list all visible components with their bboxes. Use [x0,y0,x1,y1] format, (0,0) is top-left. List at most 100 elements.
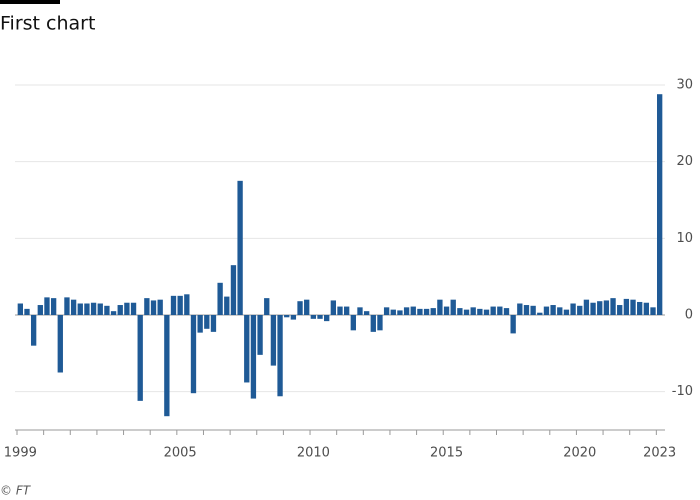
bar [30,315,37,346]
bar [237,180,243,315]
bar [510,315,516,334]
bar [363,311,370,315]
chart-title: First chart [0,13,95,35]
bar [530,305,536,315]
bar [117,305,123,315]
bar [470,307,476,315]
bar [324,315,330,322]
bar [397,310,403,315]
y-tick-label: 20 [676,154,693,169]
bar [97,303,103,315]
bar [150,300,157,315]
bar [517,303,523,315]
y-tick-label: -10 [672,384,693,399]
bar [503,308,510,315]
bar [490,306,496,315]
bar [483,309,490,315]
bar [370,315,376,332]
bar [343,306,350,315]
bar [157,299,163,315]
bar [310,315,317,319]
bar [50,298,57,315]
bar [570,303,576,315]
bar [17,303,23,315]
bar [377,315,383,331]
bar [550,305,556,315]
x-tick-label: 2010 [297,446,330,461]
bar [204,315,210,329]
bar [24,308,30,315]
bar [77,303,83,315]
bar [37,305,43,315]
bar [463,309,470,315]
bar [270,315,277,366]
bar [610,298,616,315]
bar [537,312,543,315]
bar [383,307,390,315]
bar [210,315,217,332]
bar [337,306,343,315]
y-tick-label: 0 [685,308,693,323]
source: © FT [0,484,32,498]
bar [630,299,636,315]
bar [623,298,630,315]
bar [197,315,203,333]
bar [423,308,430,315]
bar [264,298,270,315]
bar [650,307,656,315]
bar [443,306,450,315]
bar [477,308,483,315]
bar [523,305,530,315]
bar [110,311,117,315]
x-tick-label: 1999 [4,446,37,461]
x-tick-label: 2015 [430,446,463,461]
bar [277,315,283,397]
bar [390,309,396,315]
bar [257,315,263,355]
bar [643,302,650,315]
y-tick-label: 10 [676,231,693,246]
bar [617,305,623,315]
bar [563,309,570,315]
bar [450,299,456,315]
bar [437,299,443,315]
bar [590,302,596,315]
bar [130,302,137,315]
bar [104,305,110,315]
bar [457,308,463,315]
bar [144,298,150,315]
bar [657,94,663,315]
bar [577,305,583,315]
bar [177,295,183,315]
bar [430,308,436,315]
bar [170,295,177,315]
x-tick-label: 2023 [643,446,676,461]
bar [244,315,250,383]
bar [284,315,290,318]
bar [410,306,416,315]
bar [190,315,197,394]
bar [124,302,130,315]
x-tick-label: 2020 [563,446,596,461]
bar [217,282,223,315]
bar [317,315,323,319]
bar [84,303,90,315]
bar [70,299,77,315]
bar [230,265,237,315]
bar [164,315,170,417]
bar [64,297,70,315]
bar [543,306,550,315]
bar [184,294,190,315]
bar [417,308,423,315]
bar [350,315,356,331]
bar [583,299,590,315]
bar [44,297,50,315]
bar [330,300,337,315]
bar [297,301,303,315]
bar [137,315,143,401]
x-tick-label: 2005 [164,446,197,461]
bar [403,307,410,315]
bar [557,307,563,315]
bar [57,315,63,373]
